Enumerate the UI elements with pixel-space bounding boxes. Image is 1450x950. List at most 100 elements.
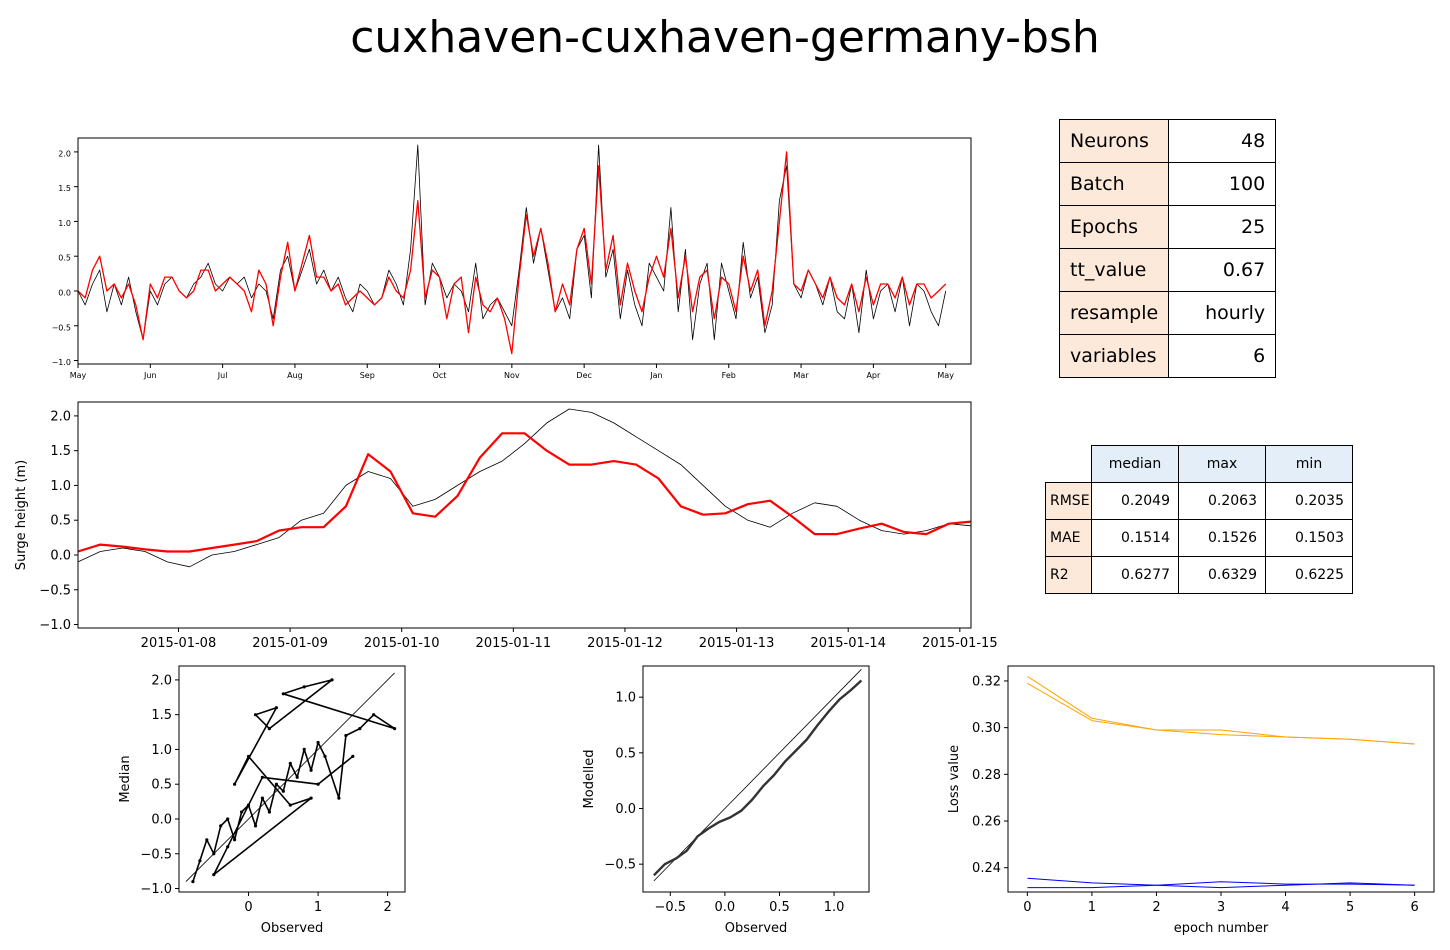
scatter-point (219, 824, 223, 828)
series-line-reference (653, 669, 862, 882)
series-line-observed (77, 408, 972, 568)
x-tick-label: 2015-01-12 (587, 636, 663, 651)
y-tick-label: 0.0 (50, 548, 71, 563)
param-value: 48 (1168, 119, 1277, 163)
y-tick-label: 0.5 (615, 746, 636, 761)
param-key: Epochs (1058, 205, 1170, 249)
scatter-point (212, 873, 216, 877)
chart-week-zoom: −1.0 −0.5 0.0 0.5 1.0 1.5 2.0 2015-01-08 2015-01… (14, 401, 998, 651)
x-tick-label: 2015-01-11 (476, 636, 552, 651)
scatter-point (240, 810, 244, 814)
x-axis-label: epoch number (1174, 921, 1269, 936)
scatter-point (302, 685, 306, 689)
scatter-trace (192, 679, 396, 882)
metrics-cell: 0.1526 (1178, 519, 1266, 557)
plot-frame (642, 665, 870, 893)
x-tick-label: 2015-01-13 (699, 636, 775, 651)
metrics-col-min: min (1265, 445, 1353, 483)
scatter-point (260, 796, 264, 800)
y-tick-label: 1.5 (58, 184, 71, 193)
metrics-cell: 0.2063 (1178, 482, 1266, 520)
param-key: resample (1058, 291, 1170, 335)
scatter-point (344, 733, 348, 738)
param-value: 25 (1168, 205, 1277, 249)
y-tick-label: 0.0 (58, 288, 71, 297)
chart-qq-plot: −0.5 0.0 0.5 1.0 −0.5 0.0 0.5 1.0 Observed Modell… (582, 665, 870, 936)
metrics-cell: 0.2035 (1265, 482, 1353, 520)
scatter-point (233, 838, 237, 842)
scatter-point (226, 817, 230, 821)
series-line-quantiles (653, 679, 863, 877)
x-tick-label: 1 (314, 900, 322, 915)
scatter-point (205, 838, 209, 842)
series-line-val-loss (1027, 881, 1415, 889)
scatter-point (351, 754, 355, 759)
x-tick-label: 1.0 (824, 900, 845, 915)
x-tick-label: 0 (1023, 900, 1031, 915)
scatter-point (233, 782, 237, 786)
param-row: resample hourly (1058, 291, 1277, 335)
scatter-point (198, 859, 202, 863)
scatter-point (281, 692, 285, 696)
x-tick-label: May (937, 371, 954, 380)
x-tick-label: Aug (287, 371, 303, 380)
x-tick-label: −0.5 (655, 900, 687, 915)
x-tick-label: 1 (1088, 900, 1096, 915)
metrics-cell: 0.6277 (1091, 556, 1179, 594)
y-tick-label: −0.5 (52, 323, 71, 332)
y-axis-label: Modelled (582, 750, 597, 809)
plot-frame (1007, 665, 1435, 893)
metrics-row: MAE 0.1514 0.1526 0.1503 (1045, 519, 1353, 557)
y-axis-label: Median (118, 755, 133, 802)
scatter-point (267, 810, 271, 814)
metrics-row: RMSE 0.2049 0.2063 0.2035 (1045, 482, 1353, 520)
y-tick-label: 0.5 (50, 514, 71, 529)
scatter-point (330, 678, 334, 682)
metrics-table: median max min RMSE 0.2049 0.2063 0.2035… (1045, 445, 1353, 594)
series-line-modelled (77, 432, 972, 553)
y-tick-label: 1.0 (151, 743, 172, 758)
y-tick-label: 0.5 (151, 778, 172, 793)
x-tick-label: 0 (244, 900, 252, 915)
reference-line (185, 672, 395, 882)
plot-frame (77, 401, 972, 629)
y-tick-label: 2.0 (50, 409, 71, 424)
x-tick-label: 2015-01-09 (252, 636, 328, 651)
y-tick-label: −0.5 (140, 847, 172, 862)
y-tick-label: −1.0 (39, 618, 71, 633)
scatter-point (267, 727, 271, 731)
metrics-cell: 0.2049 (1091, 482, 1179, 520)
x-tick-label: 2 (383, 900, 391, 915)
y-tick-label: 0.5 (58, 254, 71, 263)
param-row: Epochs 25 (1058, 205, 1277, 249)
param-row: tt_value 0.67 (1058, 248, 1277, 292)
x-tick-label: Dec (576, 371, 591, 380)
scatter-point (253, 713, 258, 717)
x-tick-label: 3 (1217, 900, 1225, 915)
series-line-modelled (77, 151, 947, 355)
metrics-row: R2 0.6277 0.6329 0.6225 (1045, 556, 1353, 594)
param-key: Batch (1058, 162, 1170, 206)
x-tick-label: Feb (722, 371, 736, 380)
scatter-point (281, 789, 285, 793)
metrics-cell: 0.6225 (1265, 556, 1353, 594)
x-tick-label: Apr (866, 371, 881, 380)
metrics-cell: 0.6329 (1178, 556, 1266, 594)
x-tick-label: 2 (1152, 900, 1160, 915)
param-key: tt_value (1058, 248, 1170, 292)
scatter-point (246, 754, 251, 759)
y-tick-label: 1.5 (50, 444, 71, 459)
metrics-cell: 0.1514 (1091, 519, 1179, 557)
x-tick-label: 2015-01-08 (141, 636, 217, 651)
scatter-point (288, 761, 292, 766)
scatter-point (372, 713, 376, 717)
scatter-point (226, 845, 230, 849)
y-axis-label: Loss value (947, 745, 962, 813)
x-tick-label: 6 (1410, 900, 1418, 915)
x-tick-label: 2015-01-15 (922, 636, 998, 651)
chart-obs-vs-median: −1.0 −0.5 0.0 0.5 1.0 1.5 2.0 0 1 2 Observed Median (118, 665, 406, 936)
x-tick-label: 0.5 (769, 900, 790, 915)
y-tick-label: 1.5 (151, 708, 172, 723)
x-tick-label: 5 (1346, 900, 1354, 915)
